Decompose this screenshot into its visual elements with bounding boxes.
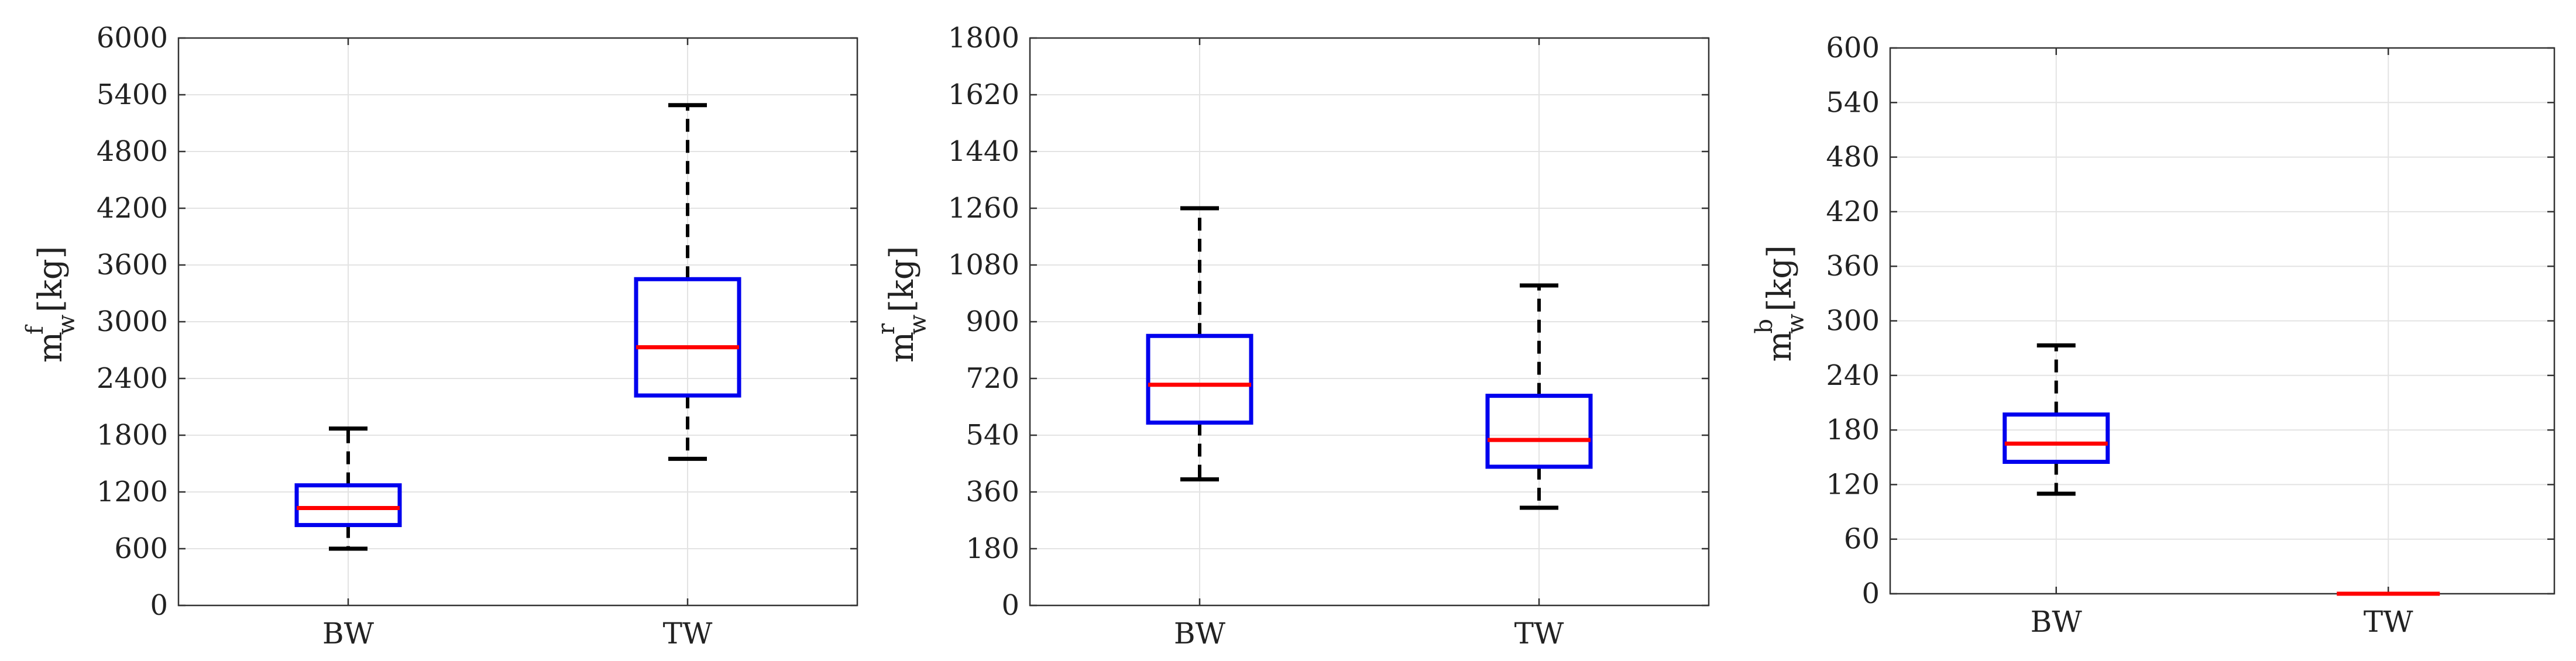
box-bw [294, 426, 402, 551]
y-tick-label: 900 [966, 305, 1019, 338]
box-tw [634, 103, 741, 461]
x-category-label: BW [322, 617, 375, 650]
y-axis-label-subscript: w [905, 315, 932, 335]
chart-panel-1: 0 600 1200 1800 2400 3000 3600 4200 4800 5400 6000… [22, 22, 858, 650]
y-axis-label-unit: [kg] [1761, 245, 1799, 311]
y-tick-label: 480 [1826, 141, 1880, 174]
y-tick-label: 2400 [97, 362, 168, 395]
y-tick-label: 360 [1826, 250, 1880, 283]
iqr-box [1485, 394, 1593, 469]
x-category-label: TW [1514, 617, 1564, 650]
y-tick-label: 0 [1001, 589, 1019, 622]
y-tick-label: 4200 [97, 192, 168, 225]
chart-panel-3: 0 60 120 180 240 300 360 420 480 540 600 BW TW mb w [kg… [1751, 32, 2556, 639]
x-category-label: BW [2031, 605, 2083, 639]
iqr-box [634, 277, 741, 398]
y-axis-label: mr w [kg] [873, 246, 932, 363]
y-axis-label-unit: [kg] [883, 246, 921, 312]
x-category-label: BW [1174, 617, 1226, 650]
y-tick-label: 600 [114, 532, 168, 565]
y-axis-label-symbol: m [1761, 330, 1799, 362]
box-tw [1485, 283, 1593, 510]
x-category-label: TW [2364, 605, 2413, 639]
y-tick-label: 180 [966, 532, 1019, 565]
y-tick-label: 1620 [948, 78, 1019, 111]
y-tick-label: 0 [150, 589, 168, 622]
y-tick-label: 1440 [948, 135, 1019, 168]
y-tick-label: 1260 [948, 192, 1019, 225]
y-axis-label-symbol: m [32, 332, 70, 363]
iqr-box [294, 483, 402, 528]
y-tick-label: 60 [1844, 523, 1880, 556]
y-tick-label: 360 [966, 476, 1019, 508]
chart-panel-2: 0 180 360 540 720 900 1080 1260 1440 1620 1800 BW TW… [873, 22, 1710, 650]
y-axis-label: mf w [kg] [22, 246, 80, 363]
y-tick-label: 3600 [97, 249, 168, 281]
y-tick-label: 240 [1826, 359, 1880, 392]
y-axis-label-superscript: b [1751, 319, 1778, 334]
y-tick-label: 3000 [97, 305, 168, 338]
y-tick-label: 1200 [97, 476, 168, 508]
y-tick-label: 120 [1826, 468, 1880, 501]
x-category-label: TW [663, 617, 713, 650]
iqr-box [2003, 412, 2110, 464]
y-tick-label: 180 [1826, 414, 1880, 446]
y-tick-label: 5400 [97, 78, 168, 111]
y-axis-label-unit: [kg] [32, 246, 70, 312]
y-axis-label-subscript: w [53, 315, 80, 335]
y-tick-label: 300 [1826, 305, 1880, 338]
y-tick-label: 600 [1826, 32, 1880, 64]
y-tick-label: 1800 [97, 419, 168, 452]
y-tick-label: 1080 [948, 249, 1019, 281]
y-tick-label: 1800 [948, 22, 1019, 54]
y-tick-label: 720 [966, 362, 1019, 395]
y-axis-label: mb w [kg] [1751, 245, 1809, 362]
y-tick-label: 420 [1826, 195, 1880, 228]
y-axis-label-superscript: r [873, 323, 900, 335]
y-axis-label-superscript: f [22, 324, 49, 335]
y-tick-label: 540 [1826, 86, 1880, 119]
y-tick-label: 4800 [97, 135, 168, 168]
y-axis-label-symbol: m [883, 332, 921, 363]
y-tick-label: 540 [966, 419, 1019, 452]
y-axis-label-subscript: w [1782, 314, 1809, 333]
box-bw [1146, 206, 1253, 481]
y-tick-label: 6000 [97, 22, 168, 54]
y-tick-label: 0 [1861, 577, 1880, 610]
iqr-box [1146, 333, 1253, 425]
box-bw [2003, 343, 2110, 496]
